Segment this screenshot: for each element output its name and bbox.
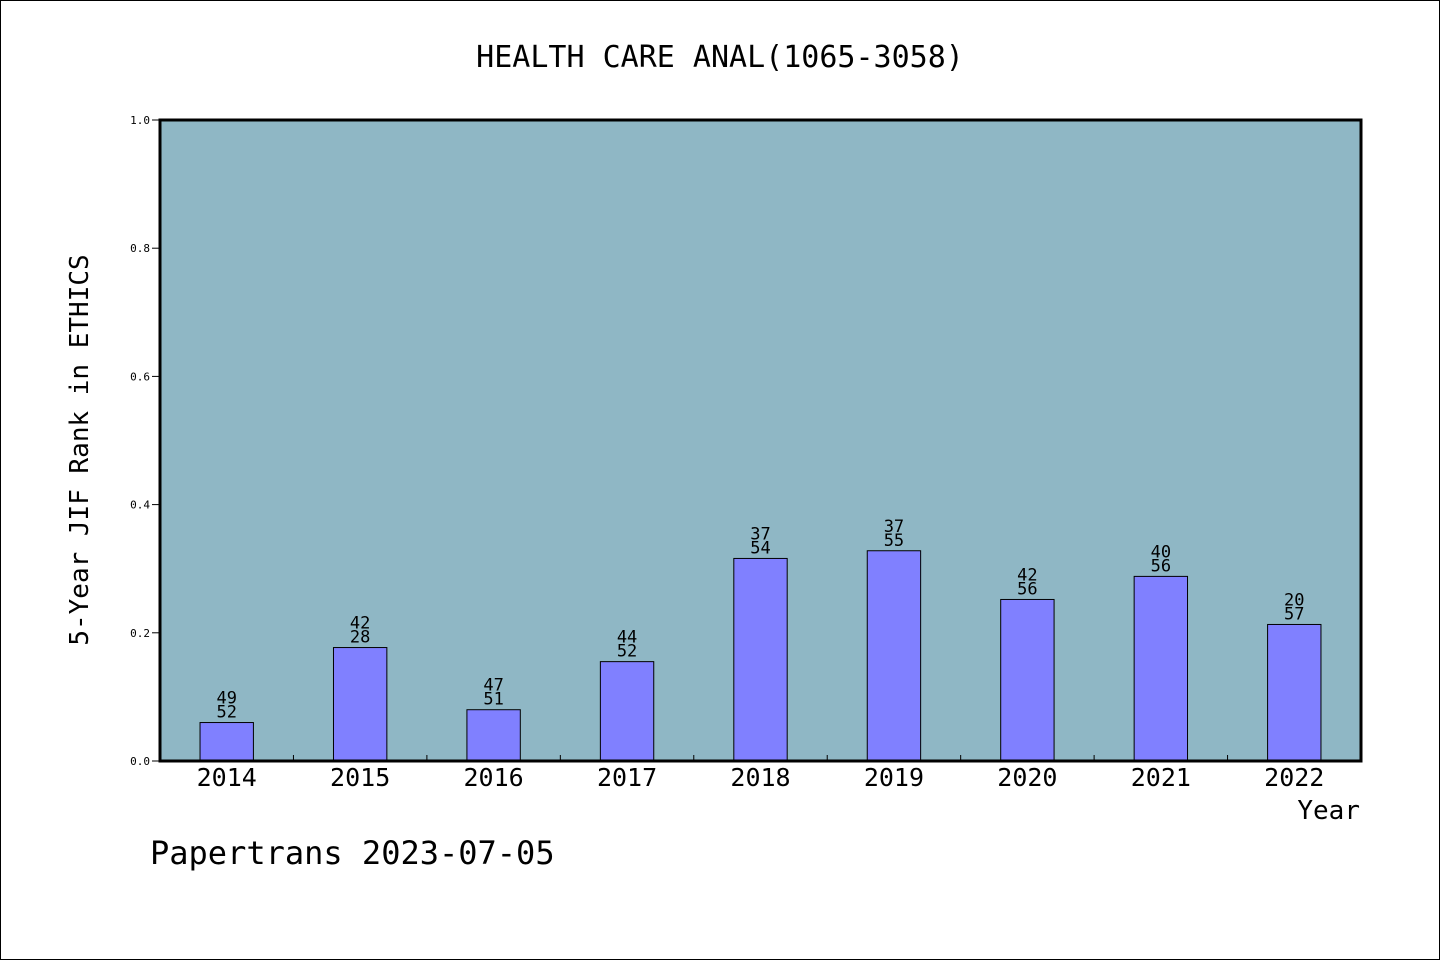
- x-axis-ticks: 2014 2015 2016 2017 2018 2019 2020 2021 2022: [197, 755, 1324, 792]
- data-label-top: 37: [750, 524, 770, 544]
- data-label-bottom: 55: [884, 531, 904, 551]
- y-tick-label: 0.4: [130, 499, 150, 512]
- x-tick-label: 2016: [464, 763, 524, 792]
- data-label-top: 42: [1017, 565, 1037, 585]
- data-label-bottom: 52: [216, 703, 236, 723]
- data-label-bottom: 51: [483, 690, 503, 710]
- x-tick-label: 2018: [730, 763, 790, 792]
- x-tick-label: 2021: [1131, 763, 1191, 792]
- data-label-top: 49: [216, 689, 236, 709]
- data-label-bottom: 52: [617, 642, 637, 662]
- data-label-top: 40: [1151, 542, 1171, 562]
- y-axis-label: 5-Year JIF Rank in ETHICS: [65, 254, 95, 645]
- bar-2019: [866, 550, 922, 762]
- y-tick-label: 0.8: [130, 242, 150, 255]
- bar-2021: [1133, 575, 1189, 762]
- x-tick-label: 2017: [597, 763, 657, 792]
- x-tick-label: 2020: [997, 763, 1057, 792]
- data-label-top: 47: [483, 676, 503, 696]
- y-tick-label: 0.6: [130, 370, 150, 383]
- data-label-bottom: 28: [350, 628, 370, 648]
- plot-frame: [158, 118, 1363, 763]
- data-label-bottom: 56: [1017, 579, 1037, 599]
- data-label-top: 42: [350, 614, 370, 634]
- x-tick-label: 2014: [197, 763, 257, 792]
- data-label-bottom: 56: [1151, 556, 1171, 576]
- x-tick-label: 2022: [1264, 763, 1324, 792]
- bar-2014: [199, 722, 254, 762]
- footer-text: Papertrans 2023-07-05: [150, 834, 555, 872]
- bar-2018: [733, 557, 788, 762]
- data-label-top: 20: [1284, 590, 1304, 610]
- y-tick-label: 1.0: [130, 114, 150, 127]
- bar-2017: [599, 661, 655, 762]
- bar-2016: [466, 709, 521, 762]
- chart-title: HEALTH CARE ANAL(1065-3058): [476, 40, 964, 75]
- bar-2020: [1000, 598, 1055, 762]
- data-label-top: 37: [884, 517, 904, 537]
- bar-2015: [332, 647, 388, 762]
- data-label-top: 44: [617, 628, 637, 648]
- x-tick-label: 2019: [864, 763, 924, 792]
- data-label-bottom: 54: [750, 538, 770, 558]
- x-axis-label: Year: [1297, 796, 1360, 826]
- bar-2022: [1267, 623, 1322, 762]
- x-tick-label: 2015: [330, 763, 390, 792]
- data-label-bottom: 57: [1284, 604, 1304, 624]
- y-axis-ticks: 0.0 0.2 0.4 0.6 0.8 1.0: [130, 114, 160, 768]
- y-tick-label: 0.0: [130, 755, 150, 768]
- y-tick-label: 0.2: [130, 627, 150, 640]
